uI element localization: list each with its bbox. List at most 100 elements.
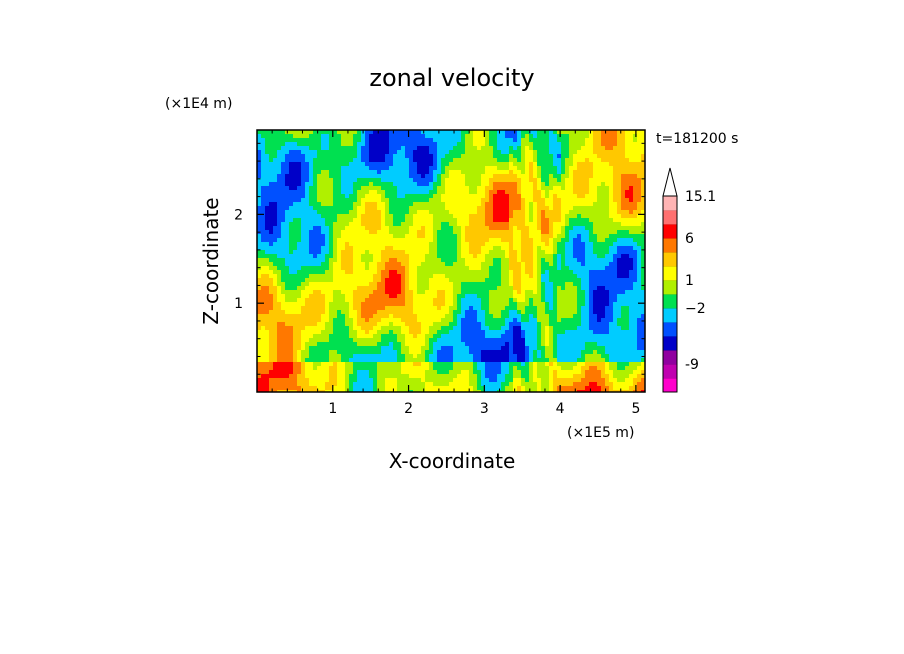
field-cell	[349, 334, 354, 339]
field-cell	[477, 150, 482, 155]
field-cell	[621, 178, 626, 183]
field-cell	[369, 226, 374, 231]
field-cell	[553, 206, 558, 211]
field-cell	[381, 162, 386, 167]
field-cell	[613, 146, 618, 151]
field-cell	[397, 158, 402, 163]
field-cell	[617, 290, 622, 295]
field-cell	[553, 270, 558, 275]
field-cell	[605, 250, 610, 255]
field-cell	[569, 274, 574, 279]
field-cell	[373, 202, 378, 207]
field-cell	[457, 242, 462, 247]
field-cell	[317, 266, 322, 271]
field-cell	[621, 318, 626, 323]
field-cell	[377, 290, 382, 295]
field-cell	[313, 154, 318, 159]
field-cell	[549, 198, 554, 203]
field-cell	[617, 194, 622, 199]
field-cell	[573, 226, 578, 231]
field-cell	[497, 298, 502, 303]
field-cell	[573, 294, 578, 299]
field-cell	[337, 170, 342, 175]
field-cell	[381, 242, 386, 247]
field-cell	[369, 286, 374, 291]
field-cell	[485, 254, 490, 259]
field-cell	[365, 246, 370, 251]
field-cell	[449, 226, 454, 231]
field-cell	[581, 186, 586, 191]
field-cell	[633, 318, 638, 323]
field-cell	[325, 242, 330, 247]
field-cell	[313, 198, 318, 203]
field-cell	[385, 146, 390, 151]
field-cell	[361, 334, 366, 339]
field-cell	[593, 294, 598, 299]
field-cell	[269, 182, 274, 187]
field-cell	[333, 266, 338, 271]
field-cell	[357, 154, 362, 159]
field-cell	[617, 186, 622, 191]
field-cell	[261, 226, 266, 231]
field-cell	[265, 298, 270, 303]
field-cell	[493, 310, 498, 315]
field-cell	[641, 290, 645, 295]
field-cell	[485, 270, 490, 275]
field-cell	[613, 150, 618, 155]
field-cell	[321, 246, 326, 251]
field-cell	[305, 302, 310, 307]
field-cell	[329, 206, 334, 211]
field-cell	[541, 310, 546, 315]
field-cell	[585, 262, 590, 267]
field-cell	[521, 286, 526, 291]
field-cell	[293, 262, 298, 267]
field-cell	[565, 222, 570, 227]
field-cell	[277, 282, 282, 287]
field-cell	[417, 258, 422, 263]
field-cell	[333, 306, 338, 311]
field-cell	[457, 274, 462, 279]
field-cell	[417, 334, 422, 339]
field-cell	[569, 178, 574, 183]
field-cell	[581, 134, 586, 139]
field-cell	[269, 294, 274, 299]
field-cell	[625, 218, 630, 223]
field-cell	[493, 250, 498, 255]
field-cell	[397, 210, 402, 215]
field-cell	[285, 214, 290, 219]
field-cell	[433, 290, 438, 295]
field-cell	[601, 174, 606, 179]
field-cell	[589, 274, 594, 279]
field-cell	[565, 246, 570, 251]
field-cell	[333, 222, 338, 227]
field-cell	[549, 210, 554, 215]
field-cell	[393, 210, 398, 215]
field-cell	[477, 218, 482, 223]
field-cell	[385, 158, 390, 163]
field-cell	[293, 226, 298, 231]
field-cell	[357, 322, 362, 327]
field-cell	[313, 150, 318, 155]
field-cell	[505, 210, 510, 215]
field-cell	[385, 238, 390, 243]
field-cell	[573, 290, 578, 295]
field-cell	[341, 242, 346, 247]
field-cell	[553, 242, 558, 247]
field-cell	[637, 130, 642, 135]
field-cell	[317, 302, 322, 307]
field-cell	[321, 138, 326, 143]
field-cell	[357, 238, 362, 243]
field-cell	[369, 166, 374, 171]
field-cell	[265, 230, 270, 235]
field-cell	[545, 278, 550, 283]
field-cell	[581, 330, 586, 335]
field-cell	[385, 206, 390, 211]
field-cell	[341, 214, 346, 219]
field-cell	[573, 186, 578, 191]
field-cell	[353, 286, 358, 291]
field-cell	[641, 242, 645, 247]
field-cell	[349, 158, 354, 163]
field-cell	[549, 310, 554, 315]
field-cell	[297, 234, 302, 239]
field-cell	[601, 158, 606, 163]
